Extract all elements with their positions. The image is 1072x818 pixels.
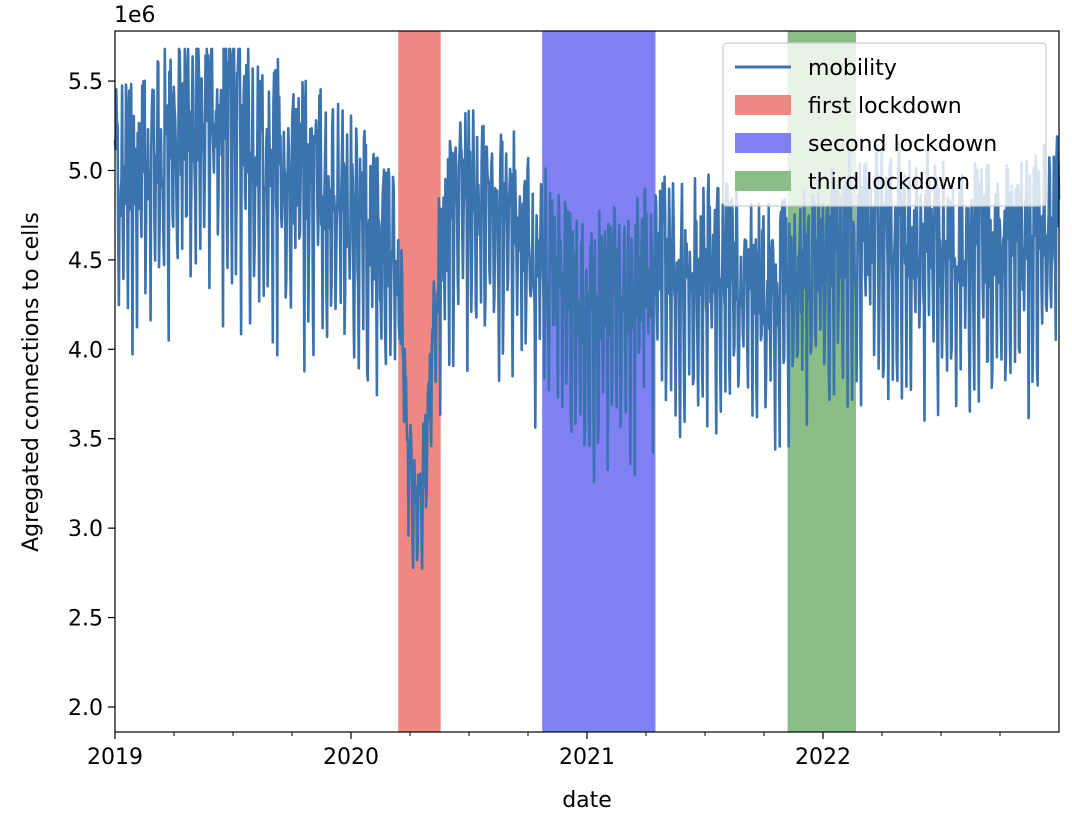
legend-label-1: mobility: [808, 56, 897, 81]
y-offset-label: 1e6: [114, 3, 156, 28]
legend-swatch-4: [735, 171, 791, 191]
series-line-mobility: [113, 47, 1061, 570]
y-tick-label-2.0: 2.0: [68, 696, 103, 721]
legend-box: [722, 42, 1047, 207]
y-axis-label: Agregated connections to cells: [19, 212, 44, 552]
y-axis: 2.0 2.5 3.0 3.5 4.0 4.5 5.0 5.5: [68, 70, 115, 721]
legend-swatch-2: [735, 95, 791, 115]
legend: mobility first lockdown second lockdown thi…: [722, 42, 1047, 207]
legend-label-4: third lockdown: [808, 170, 970, 195]
x-tick-label-2021: 2021: [559, 745, 615, 770]
x-tick-label-2022: 2022: [795, 745, 851, 770]
y-tick-label-5.0: 5.0: [68, 159, 103, 184]
legend-label-2: first lockdown: [808, 94, 962, 119]
series-layer: [113, 47, 1061, 570]
y-tick-label-4.0: 4.0: [68, 338, 103, 363]
x-tick-label-2019: 2019: [87, 745, 143, 770]
x-axis-label: date: [562, 788, 612, 813]
legend-swatch-3: [735, 133, 791, 153]
y-tick-label-5.5: 5.5: [68, 70, 103, 95]
y-tick-label-3.0: 3.0: [68, 517, 103, 542]
y-tick-label-3.5: 3.5: [68, 428, 103, 453]
x-axis: 2019 2020 2021 2022: [87, 732, 1001, 770]
legend-label-3: second lockdown: [808, 132, 997, 157]
y-tick-label-4.5: 4.5: [68, 249, 103, 274]
x-tick-label-2020: 2020: [323, 745, 379, 770]
y-tick-label-2.5: 2.5: [68, 607, 103, 632]
